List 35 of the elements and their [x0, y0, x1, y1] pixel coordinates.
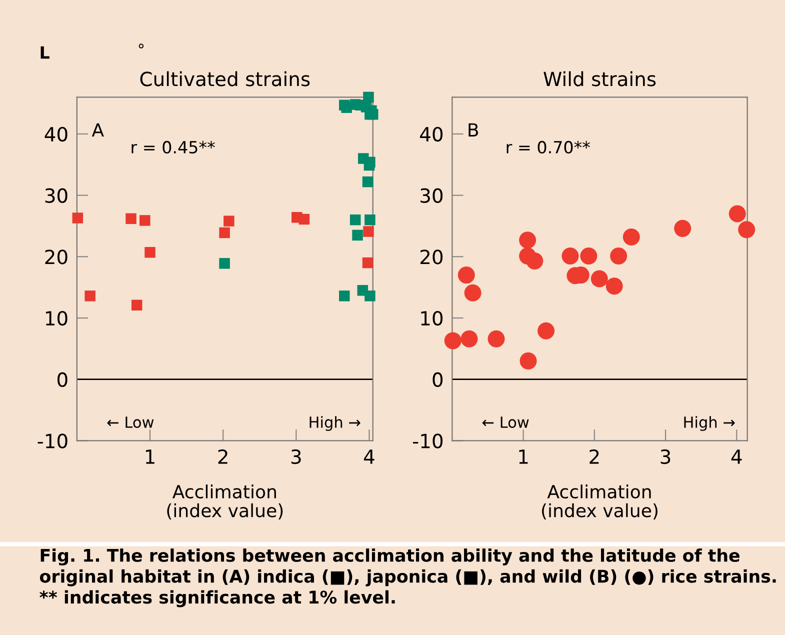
y-tick-label: 40 — [44, 126, 68, 142]
x-axis-title: Acclimation (index value) — [542, 484, 658, 520]
y-tick-label: 0 — [58, 372, 68, 388]
annotation: ← Low — [482, 416, 529, 428]
annotation: High → — [684, 416, 735, 431]
chart-title: Cultivated strains — [140, 71, 310, 86]
y-tick-label: 30 — [45, 188, 68, 203]
annotation: High → — [310, 416, 360, 431]
x-tick-label: 4 — [731, 450, 742, 464]
x-axis-title: Acclimation (index value) — [167, 484, 283, 520]
text: ° — [138, 44, 144, 48]
caption: Fig. 1. The relations between acclimation ability and the latitude of the original habitat in (A) indica (■), japonica (■), and wild (B) (●) rice strains. ** indicates significance at 1% level. — [40, 548, 776, 608]
y-tick-label: 30 — [420, 188, 443, 203]
x-tick-label: 3 — [660, 449, 670, 464]
y-tick-label: 20 — [45, 250, 68, 264]
annotation: ← Low — [107, 416, 154, 428]
annotation: A — [92, 123, 104, 136]
x-tick-label: 1 — [519, 450, 528, 464]
text: L — [40, 46, 50, 59]
y-tick-label: 10 — [46, 310, 68, 326]
x-tick-label: 4 — [364, 450, 374, 464]
y-tick-label: -10 — [413, 434, 443, 448]
y-tick-label: 20 — [420, 250, 443, 264]
x-tick-label: 3 — [291, 449, 301, 464]
y-tick-label: 10 — [421, 310, 443, 326]
annotation: B — [468, 123, 478, 136]
y-tick-label: 40 — [420, 126, 443, 142]
x-tick-label: 2 — [218, 449, 228, 464]
annotation: r = 0.70** — [506, 140, 590, 154]
y-tick-label: 0 — [432, 372, 443, 388]
chart-title: Wild strains — [544, 71, 656, 86]
y-tick-label: -10 — [38, 434, 68, 448]
annotation: r = 0.45** — [132, 140, 215, 154]
x-tick-label: 1 — [146, 450, 154, 464]
x-tick-label: 2 — [590, 449, 599, 464]
